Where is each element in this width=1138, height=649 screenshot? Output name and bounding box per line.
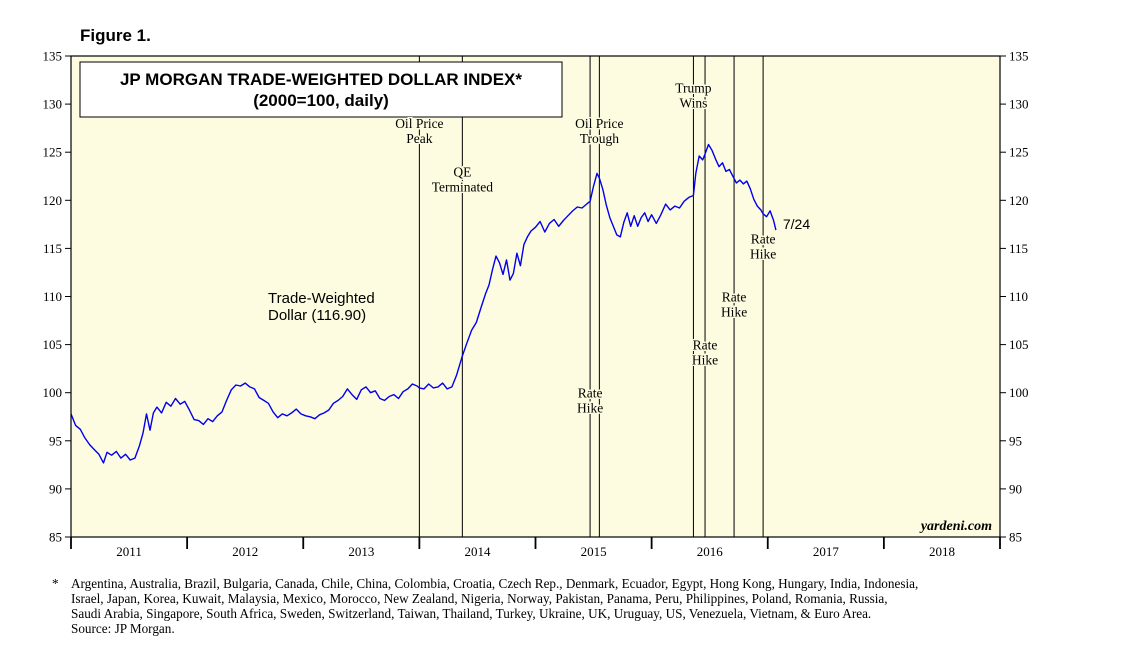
y-tick-label-left: 125 xyxy=(43,145,63,160)
y-tick-label-right: 135 xyxy=(1009,49,1029,64)
y-tick-label-left: 85 xyxy=(49,530,62,545)
chart: 85 85 90 90 95 95 100 100 105 105 110 110 115 115 120 1… xyxy=(43,49,1029,560)
y-tick-label-right: 105 xyxy=(1009,337,1029,352)
series-label-line: Trade-Weighted xyxy=(268,290,375,307)
y-tick-label-right: 125 xyxy=(1009,145,1029,160)
event-label-line: QE xyxy=(453,164,471,179)
x-tick-label: 2013 xyxy=(348,544,374,559)
event-label-line: Hike xyxy=(692,352,718,367)
event-label-line: Peak xyxy=(406,131,432,146)
y-tick-label-right: 115 xyxy=(1009,241,1028,256)
x-tick-label: 2018 xyxy=(929,544,955,559)
event-label-line: Trough xyxy=(580,131,620,146)
y-axes: 85 85 90 90 95 95 100 100 105 105 110 110 115 115 120 1… xyxy=(43,49,1029,545)
event-label-line: Terminated xyxy=(432,179,494,194)
y-tick-label-left: 110 xyxy=(43,289,62,304)
y-tick-label-left: 100 xyxy=(43,385,63,400)
event-label-line: Rate xyxy=(722,289,747,304)
event-label-line: Oil Price xyxy=(395,116,443,131)
y-tick-label-left: 115 xyxy=(43,241,62,256)
watermark: yardeni.com xyxy=(919,519,992,534)
y-tick-label-right: 85 xyxy=(1009,530,1022,545)
footnote-line: Israel, Japan, Korea, Kuwait, Malaysia, … xyxy=(71,591,888,606)
y-tick-label-right: 110 xyxy=(1009,289,1028,304)
chart-title: JP MORGAN TRADE-WEIGHTED DOLLAR INDEX* xyxy=(120,70,522,89)
series-label-line: Dollar (116.90) xyxy=(268,307,366,324)
end-date-label: 7/24 xyxy=(783,216,810,232)
chart-subtitle: (2000=100, daily) xyxy=(253,91,389,110)
x-tick-label: 2014 xyxy=(464,544,491,559)
event-label-line: Wins xyxy=(679,96,707,111)
x-tick-label: 2016 xyxy=(697,544,724,559)
footnote-marker: * xyxy=(52,576,59,591)
event-label-line: Hike xyxy=(750,247,776,262)
y-tick-label-left: 130 xyxy=(43,97,63,112)
annotation-lines xyxy=(418,56,764,537)
y-tick-label-right: 130 xyxy=(1009,97,1029,112)
footnote-line: Saudi Arabia, Singapore, South Africa, S… xyxy=(71,606,872,621)
plot-area xyxy=(71,56,1000,537)
event-label-line: Rate xyxy=(751,232,776,247)
y-tick-label-left: 90 xyxy=(49,481,62,496)
figure-label: Figure 1. xyxy=(80,26,151,45)
title-box: JP MORGAN TRADE-WEIGHTED DOLLAR INDEX* (… xyxy=(79,61,563,118)
event-label-line: Hike xyxy=(577,401,603,416)
event-label-line: Oil Price xyxy=(575,116,623,131)
y-tick-label-left: 135 xyxy=(43,49,63,64)
event-label-line: Rate xyxy=(693,337,718,352)
y-tick-label-right: 90 xyxy=(1009,481,1022,496)
footnote: * Argentina, Australia, Brazil, Bulgaria… xyxy=(52,576,1122,636)
x-tick-label: 2011 xyxy=(116,544,142,559)
y-tick-label-right: 95 xyxy=(1009,433,1022,448)
y-tick-label-left: 95 xyxy=(49,433,62,448)
footnote-line: Argentina, Australia, Brazil, Bulgaria, … xyxy=(71,576,919,591)
y-tick-label-right: 100 xyxy=(1009,385,1029,400)
event-label-line: Hike xyxy=(721,304,747,319)
series-line-trade-weighted-dollar xyxy=(70,143,777,464)
y-tick-label-right: 120 xyxy=(1009,193,1029,208)
event-label-line: Trump xyxy=(675,81,712,96)
footnote-source: Source: JP Morgan. xyxy=(71,621,175,636)
x-tick-label: 2017 xyxy=(813,544,840,559)
x-axis: 2011 2012 2013 2014 2015 2016 2017 2018 xyxy=(70,537,1001,559)
x-tick-label: 2015 xyxy=(581,544,607,559)
y-tick-label-left: 105 xyxy=(43,337,63,352)
y-tick-label-left: 120 xyxy=(43,193,63,208)
event-label-line: Rate xyxy=(578,386,603,401)
x-tick-label: 2012 xyxy=(232,544,258,559)
